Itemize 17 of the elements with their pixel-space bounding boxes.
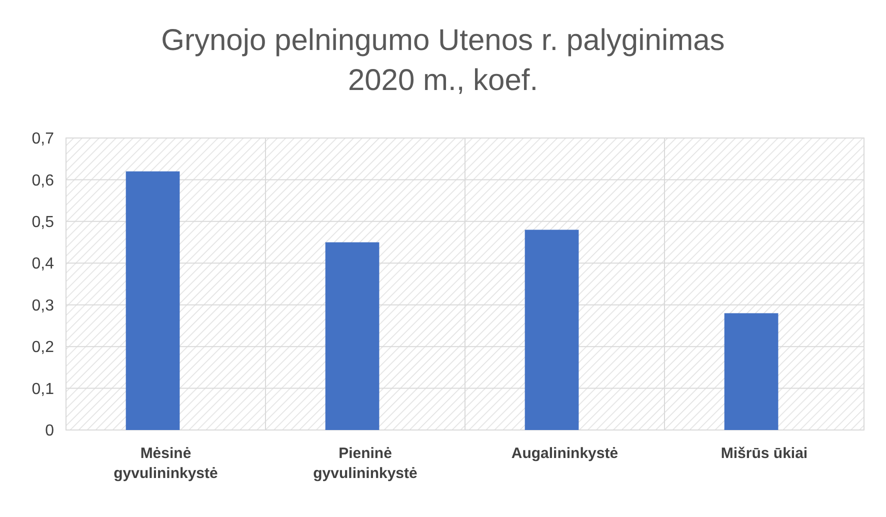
y-tick-label: 0,3 — [32, 297, 54, 314]
y-tick-label: 0,2 — [32, 339, 54, 356]
bar — [724, 313, 778, 430]
y-tick-label: 0 — [45, 422, 54, 440]
x-tick-label: Pieninė gyvulininkystė — [313, 445, 418, 482]
chart-title: Grynojo pelningumo Utenos r. palyginimas 2020 m., koef. — [161, 24, 725, 97]
bar — [325, 242, 380, 430]
x-tick-label: Mėsinė gyvulininkystė — [114, 445, 218, 482]
y-tick-label: 0,7 — [32, 130, 54, 148]
bar — [524, 230, 579, 430]
y-tick-label: 0,5 — [32, 214, 54, 232]
y-tick-label: 0,6 — [32, 172, 54, 190]
y-tick-label: 0,1 — [32, 380, 54, 398]
bar — [126, 171, 180, 430]
y-tick-label: 0,4 — [32, 256, 54, 273]
x-tick-label: Mišrūs ūkiai — [720, 445, 808, 462]
x-tick-label: Augalininkystė — [511, 445, 618, 462]
